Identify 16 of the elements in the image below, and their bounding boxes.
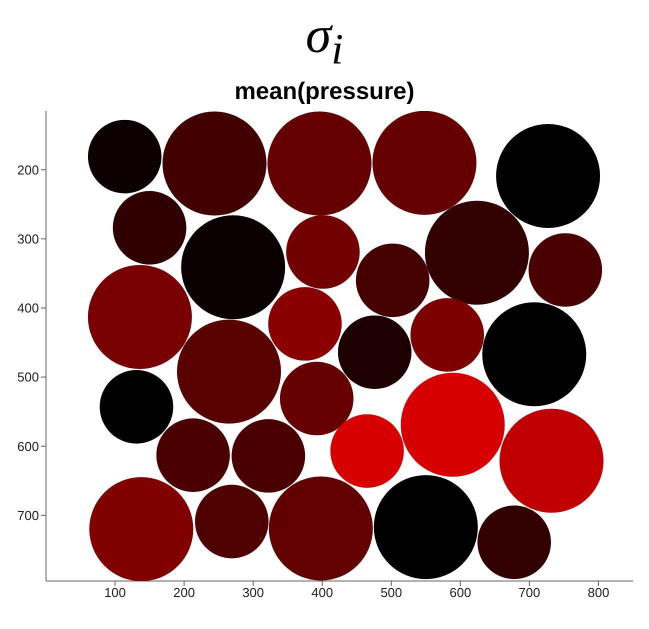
x-tick-label: 200 bbox=[173, 586, 195, 601]
x-tick-label: 400 bbox=[311, 586, 334, 601]
x-tick-label: 500 bbox=[380, 586, 402, 601]
x-tick-label: 700 bbox=[518, 586, 540, 601]
x-tick-label: 600 bbox=[450, 586, 472, 601]
chart-title: σ$_{i}$ bbox=[304, 7, 344, 76]
y-tick-label: 400 bbox=[17, 300, 39, 316]
y-tick-label: 300 bbox=[17, 232, 39, 247]
y-tick-label: 200 bbox=[17, 162, 39, 178]
x-tick-label: 300 bbox=[242, 586, 264, 601]
chart-subtitle: mean(pressure) bbox=[233, 77, 416, 108]
y-tick-label: 700 bbox=[17, 508, 39, 524]
y-tick-label: 600 bbox=[17, 439, 39, 454]
x-tick-label: 100 bbox=[104, 586, 126, 601]
x-tick-label: 800 bbox=[588, 586, 610, 601]
y-tick-label: 500 bbox=[17, 370, 39, 386]
